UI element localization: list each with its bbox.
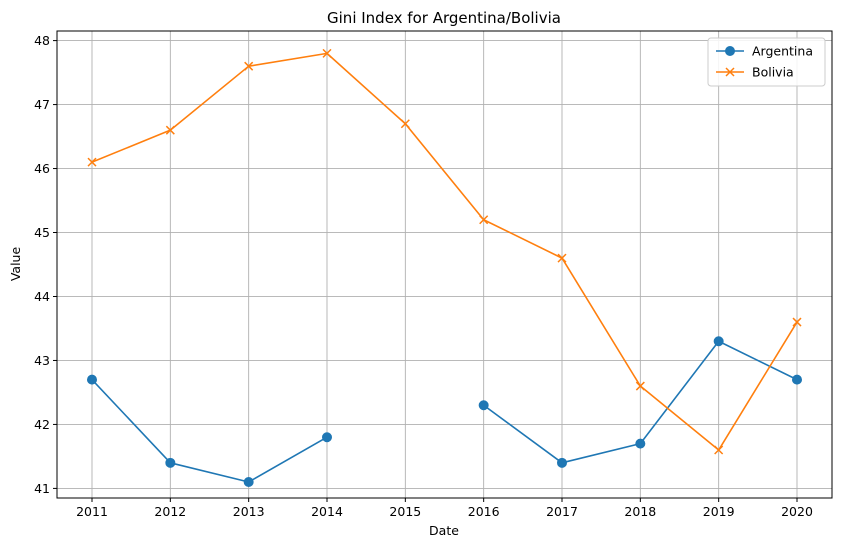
legend-marker (725, 46, 735, 56)
y-tick-label: 41 (34, 481, 50, 496)
legend-label: Bolivia (752, 65, 794, 80)
data-point-bolivia (635, 381, 645, 391)
y-axis-label: Value (8, 247, 23, 282)
data-point-bolivia (479, 215, 489, 225)
x-marker-stroke (479, 215, 489, 225)
y-tick-label: 45 (34, 225, 50, 240)
series-layer (87, 48, 802, 488)
x-marker-stroke (322, 48, 332, 58)
legend-label: Argentina (752, 44, 813, 59)
series-line-argentina (91, 379, 328, 483)
data-point-bolivia (792, 317, 802, 327)
x-tick-label: 2012 (154, 504, 186, 519)
data-point-bolivia (244, 61, 254, 71)
data-point-bolivia (322, 48, 332, 58)
x-marker-stroke (244, 61, 254, 71)
data-point-bolivia (165, 125, 175, 135)
legend-item-argentina: Argentina (716, 44, 813, 59)
legend-marker (725, 67, 735, 77)
x-axis: 2011 2012 2013 2014 2015 2016 2017 2018 2019 2020 (76, 498, 813, 519)
data-point-argentina (557, 457, 567, 468)
data-point-argentina (713, 336, 724, 347)
x-marker-stroke (87, 157, 97, 167)
y-tick-label: 46 (34, 161, 50, 176)
x-tick-label: 2019 (703, 504, 735, 519)
x-tick-label: 2016 (468, 504, 500, 519)
data-point-bolivia (87, 157, 97, 167)
y-tick-label: 48 (34, 33, 50, 48)
y-tick-label: 43 (34, 353, 50, 368)
y-axis: 41 42 43 44 45 46 47 48 (34, 33, 57, 496)
x-tick-label: 2014 (311, 504, 343, 519)
x-marker-stroke (725, 67, 735, 77)
x-tick-label: 2013 (233, 504, 265, 519)
x-marker-stroke (557, 253, 567, 263)
legend-box (707, 37, 826, 87)
x-marker-stroke (792, 317, 802, 327)
grid-lines (57, 31, 832, 498)
chart-title: Gini Index for Argentina/Bolivia (327, 9, 561, 27)
x-marker-stroke (714, 445, 724, 455)
data-point-bolivia (557, 253, 567, 263)
plot-area-frame (56, 30, 833, 499)
y-tick-label: 47 (34, 97, 50, 112)
data-point-argentina (243, 477, 254, 488)
series-line-bolivia (91, 52, 798, 451)
x-axis-label: Date (429, 523, 459, 538)
data-point-argentina (478, 400, 489, 411)
series-argentina (87, 336, 802, 488)
x-marker-stroke (400, 119, 410, 129)
legend: Argentina Bolivia (707, 37, 826, 87)
data-point-argentina (165, 457, 176, 468)
x-marker-stroke (635, 381, 645, 391)
x-tick-label: 2011 (76, 504, 108, 519)
x-tick-label: 2017 (546, 504, 578, 519)
data-point-argentina (322, 432, 332, 443)
data-point-bolivia (400, 119, 410, 129)
x-marker-stroke (165, 125, 175, 135)
data-point-argentina (792, 374, 802, 385)
x-tick-label: 2018 (624, 504, 656, 519)
series-bolivia (87, 48, 802, 455)
legend-item-bolivia: Bolivia (716, 65, 794, 80)
y-tick-label: 42 (34, 417, 50, 432)
y-tick-label: 44 (34, 289, 50, 304)
data-point-argentina (87, 374, 97, 385)
data-point-argentina (635, 438, 646, 449)
data-point-bolivia (714, 445, 724, 455)
x-tick-label: 2020 (781, 504, 813, 519)
x-tick-label: 2015 (389, 504, 421, 519)
